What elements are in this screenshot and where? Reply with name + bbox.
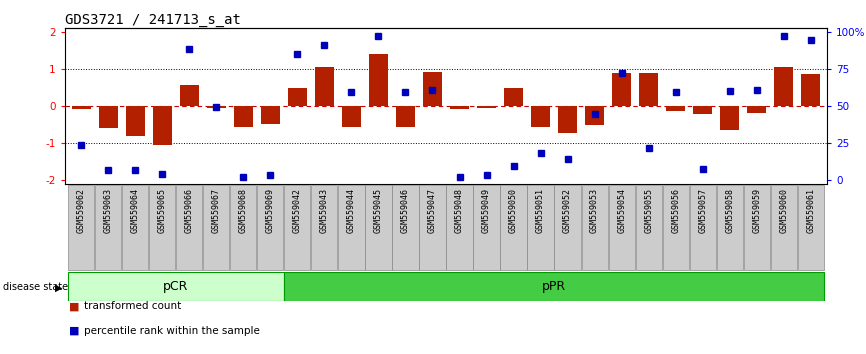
Text: GSM559060: GSM559060 xyxy=(779,188,788,233)
Bar xyxy=(392,185,418,270)
Text: GSM559045: GSM559045 xyxy=(374,188,383,233)
Bar xyxy=(122,185,148,270)
Bar xyxy=(474,185,500,270)
Text: GSM559055: GSM559055 xyxy=(644,188,653,233)
Bar xyxy=(207,106,226,108)
Bar xyxy=(689,185,716,270)
Text: GSM559066: GSM559066 xyxy=(184,188,194,233)
Text: GSM559056: GSM559056 xyxy=(671,188,680,233)
Text: GSM559069: GSM559069 xyxy=(266,188,275,233)
Bar xyxy=(612,73,631,106)
Bar xyxy=(342,106,361,127)
Bar xyxy=(721,106,740,130)
Text: GSM559065: GSM559065 xyxy=(158,188,167,233)
Text: ■: ■ xyxy=(69,326,80,336)
Text: GSM559053: GSM559053 xyxy=(590,188,599,233)
Bar xyxy=(180,85,198,106)
Bar xyxy=(149,185,175,270)
Text: GSM559068: GSM559068 xyxy=(239,188,248,233)
Bar xyxy=(662,185,688,270)
Bar xyxy=(450,106,469,109)
Bar xyxy=(531,106,550,127)
Bar xyxy=(636,185,662,270)
Text: GSM559050: GSM559050 xyxy=(509,188,518,233)
Bar xyxy=(446,185,473,270)
Text: GSM559048: GSM559048 xyxy=(455,188,464,233)
Text: GSM559064: GSM559064 xyxy=(131,188,139,233)
Bar xyxy=(717,185,743,270)
Bar xyxy=(477,106,496,108)
Bar xyxy=(339,185,365,270)
Bar xyxy=(72,106,91,109)
Bar xyxy=(504,88,523,106)
Bar xyxy=(554,185,581,270)
Bar xyxy=(744,185,770,270)
Bar xyxy=(423,72,442,106)
Bar xyxy=(152,106,171,145)
Text: transformed count: transformed count xyxy=(84,301,181,311)
Bar xyxy=(419,185,446,270)
Text: GSM559058: GSM559058 xyxy=(725,188,734,233)
Text: pCR: pCR xyxy=(163,280,189,293)
Text: percentile rank within the sample: percentile rank within the sample xyxy=(84,326,260,336)
Text: GSM559059: GSM559059 xyxy=(753,188,761,233)
Text: GSM559044: GSM559044 xyxy=(347,188,356,233)
Bar xyxy=(311,185,338,270)
Bar xyxy=(261,106,280,124)
Text: GSM559061: GSM559061 xyxy=(806,188,815,233)
Text: GSM559046: GSM559046 xyxy=(401,188,410,233)
Text: GSM559063: GSM559063 xyxy=(104,188,113,233)
Text: GSM559043: GSM559043 xyxy=(320,188,329,233)
Bar xyxy=(230,185,256,270)
Text: GSM559062: GSM559062 xyxy=(77,188,86,233)
Bar xyxy=(68,272,284,301)
Bar xyxy=(609,185,635,270)
Bar xyxy=(176,185,203,270)
Bar xyxy=(234,106,253,127)
Bar xyxy=(801,74,820,106)
Text: GSM559042: GSM559042 xyxy=(293,188,302,233)
Text: ▶: ▶ xyxy=(55,282,62,292)
Text: GSM559051: GSM559051 xyxy=(536,188,545,233)
Bar xyxy=(639,73,658,106)
Text: pPR: pPR xyxy=(542,280,566,293)
Bar xyxy=(581,185,608,270)
Bar xyxy=(284,272,824,301)
Bar xyxy=(694,106,712,114)
Text: GSM559047: GSM559047 xyxy=(428,188,437,233)
Text: GSM559052: GSM559052 xyxy=(563,188,572,233)
Bar xyxy=(369,53,388,106)
Bar xyxy=(774,67,793,106)
Bar xyxy=(501,185,527,270)
Bar xyxy=(204,185,229,270)
Bar xyxy=(126,106,145,136)
Text: GSM559067: GSM559067 xyxy=(212,188,221,233)
Bar xyxy=(771,185,797,270)
Bar xyxy=(365,185,391,270)
Bar xyxy=(559,106,577,133)
Text: GSM559049: GSM559049 xyxy=(482,188,491,233)
Bar xyxy=(527,185,553,270)
Text: GSM559057: GSM559057 xyxy=(698,188,708,233)
Text: GDS3721 / 241713_s_at: GDS3721 / 241713_s_at xyxy=(65,13,241,27)
Text: disease state: disease state xyxy=(3,282,68,292)
Bar xyxy=(666,106,685,111)
Text: GSM559054: GSM559054 xyxy=(617,188,626,233)
Bar xyxy=(315,67,333,106)
Bar xyxy=(95,185,121,270)
Bar xyxy=(396,106,415,127)
Bar xyxy=(284,185,311,270)
Bar xyxy=(68,185,94,270)
Bar xyxy=(288,88,307,106)
Text: ■: ■ xyxy=(69,301,80,311)
Bar xyxy=(99,106,118,129)
Bar xyxy=(257,185,283,270)
Bar xyxy=(747,106,766,113)
Bar xyxy=(798,185,824,270)
Bar xyxy=(585,106,604,125)
